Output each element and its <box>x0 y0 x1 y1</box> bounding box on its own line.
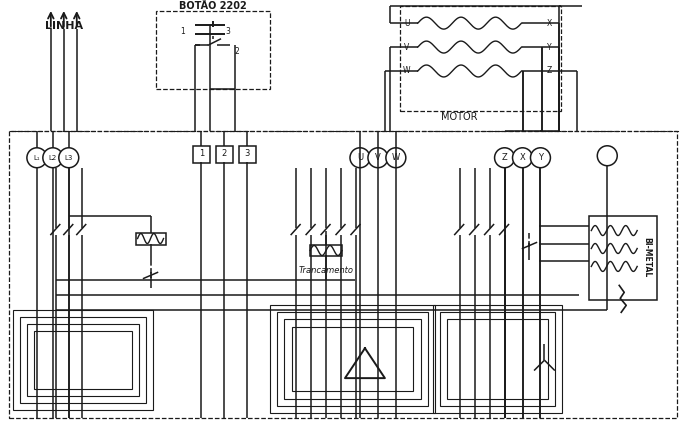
Text: Y: Y <box>547 42 552 51</box>
Text: 2: 2 <box>235 47 240 56</box>
Bar <box>239 146 256 163</box>
Text: LINHA: LINHA <box>45 21 83 31</box>
Bar <box>270 305 435 413</box>
Text: W: W <box>403 66 411 76</box>
Circle shape <box>495 148 515 168</box>
Text: 3: 3 <box>226 27 231 36</box>
Text: X: X <box>547 19 552 28</box>
Text: Trancamento: Trancamento <box>298 266 353 275</box>
Circle shape <box>59 148 79 168</box>
Text: U: U <box>357 153 363 162</box>
Text: V: V <box>404 42 409 51</box>
Text: X: X <box>520 153 526 162</box>
Circle shape <box>597 146 617 166</box>
Circle shape <box>43 148 63 168</box>
Text: BOTÃO 2202: BOTÃO 2202 <box>180 1 247 11</box>
Bar <box>34 331 132 389</box>
Text: MOTOR: MOTOR <box>442 112 478 122</box>
Bar <box>136 232 165 244</box>
Bar <box>277 312 428 406</box>
Bar <box>310 244 342 256</box>
Bar <box>9 131 677 418</box>
Text: L3: L3 <box>65 155 73 161</box>
Circle shape <box>513 148 533 168</box>
Bar <box>13 310 152 410</box>
Circle shape <box>27 148 47 168</box>
Bar <box>284 319 421 399</box>
Bar <box>446 319 548 399</box>
Circle shape <box>531 148 551 168</box>
Text: BI-METAL: BI-METAL <box>643 237 652 278</box>
Text: Z: Z <box>547 66 552 76</box>
Text: Y: Y <box>538 153 543 162</box>
Bar <box>292 327 413 391</box>
Text: U: U <box>404 19 409 28</box>
Bar <box>440 312 555 406</box>
Bar <box>433 305 562 413</box>
Bar <box>27 324 138 396</box>
Text: 1: 1 <box>180 27 185 36</box>
Text: V: V <box>375 153 381 162</box>
Circle shape <box>368 148 388 168</box>
Bar <box>156 11 270 89</box>
Bar <box>400 6 562 111</box>
Bar <box>194 146 210 163</box>
Circle shape <box>386 148 406 168</box>
Circle shape <box>350 148 370 168</box>
Text: L₁: L₁ <box>34 155 40 161</box>
Bar <box>589 215 657 300</box>
Text: Z: Z <box>502 153 507 162</box>
Bar <box>20 317 145 403</box>
Text: 2: 2 <box>222 149 227 158</box>
Bar <box>216 146 234 163</box>
Text: L2: L2 <box>49 155 57 161</box>
Text: 3: 3 <box>245 149 250 158</box>
Text: W: W <box>392 153 400 162</box>
Text: 1: 1 <box>198 149 204 158</box>
